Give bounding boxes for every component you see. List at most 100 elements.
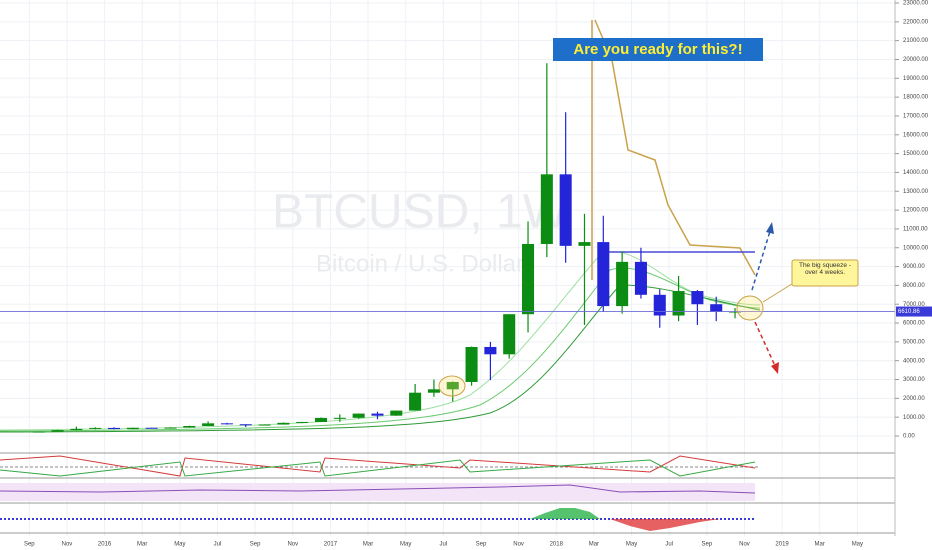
x-tick-label: 2016 bbox=[98, 542, 112, 548]
down-arrow bbox=[754, 321, 777, 369]
x-tick-label: Nov bbox=[513, 542, 524, 548]
candle-body bbox=[710, 304, 723, 312]
x-tick-label: 2017 bbox=[324, 542, 338, 548]
watermark: BTCUSD, 1W bbox=[272, 186, 569, 239]
ma-ribbon bbox=[0, 267, 761, 432]
candle-body bbox=[51, 430, 64, 432]
price-label: 6610.86 bbox=[898, 309, 920, 315]
callout-pointer bbox=[762, 281, 796, 303]
candle-body bbox=[578, 242, 591, 246]
y-tick-label: 0.00 bbox=[903, 434, 915, 440]
x-tick-label: May bbox=[400, 542, 411, 548]
candle-body bbox=[371, 413, 384, 416]
price-tag bbox=[896, 306, 932, 317]
y-tick-label: 4000.00 bbox=[903, 358, 925, 364]
candle-body bbox=[333, 417, 346, 419]
candle-body bbox=[89, 427, 102, 429]
y-tick-label: 20000.00 bbox=[903, 57, 929, 63]
x-tick-label: Nov bbox=[62, 542, 73, 548]
y-tick-label: 11000.00 bbox=[903, 226, 928, 232]
candle-body bbox=[409, 392, 422, 411]
candle-body bbox=[314, 417, 328, 422]
candle-body bbox=[672, 291, 685, 316]
candle-body bbox=[220, 423, 233, 425]
x-tick-label: Sep bbox=[250, 542, 261, 548]
x-tick-label: Mar bbox=[589, 542, 599, 548]
candle-body bbox=[729, 311, 742, 313]
candle-body bbox=[164, 427, 177, 429]
candle-body bbox=[597, 242, 610, 307]
grid bbox=[0, 0, 895, 536]
candle-body bbox=[446, 381, 459, 390]
arrow-head bbox=[771, 362, 779, 374]
squeeze-ellipse bbox=[438, 375, 466, 397]
x-tick-label: Nov bbox=[287, 542, 298, 548]
x-tick-label: Jul bbox=[214, 542, 222, 548]
candle-body bbox=[32, 431, 45, 433]
y-tick-label: 21000.00 bbox=[903, 38, 929, 44]
squeeze-ellipse bbox=[736, 295, 764, 321]
rsi-line bbox=[0, 484, 756, 494]
callout-box bbox=[791, 259, 859, 287]
indicator-line bbox=[591, 19, 756, 280]
y-tick-label: 3000.00 bbox=[903, 377, 925, 383]
x-tick-label: May bbox=[852, 542, 863, 548]
y-tick-label: 6000.00 bbox=[903, 321, 925, 327]
candle-body bbox=[503, 314, 516, 355]
y-tick-label: 14000.00 bbox=[903, 170, 929, 176]
arrow-head bbox=[766, 222, 774, 234]
candle-body bbox=[183, 426, 196, 428]
candle-body bbox=[277, 422, 290, 425]
annotation: Are you ready for this?! bbox=[573, 41, 742, 58]
x-tick-label: Jul bbox=[440, 542, 448, 548]
momentum-neg bbox=[610, 519, 720, 531]
candle-body bbox=[145, 427, 158, 429]
y-tick-label: 9000.00 bbox=[903, 264, 925, 270]
ma-ribbon bbox=[0, 284, 761, 433]
candle-body bbox=[427, 389, 440, 393]
candle-body bbox=[107, 427, 121, 430]
candle-body bbox=[559, 174, 572, 246]
candle-body bbox=[126, 427, 139, 430]
oscillator bbox=[0, 459, 756, 477]
candle-body bbox=[390, 410, 403, 416]
y-tick-label: 23000.00 bbox=[903, 1, 929, 7]
candle-body bbox=[258, 424, 271, 426]
x-tick-label: 2018 bbox=[550, 542, 564, 548]
candle-body bbox=[239, 424, 252, 426]
candles bbox=[32, 63, 742, 433]
x-tick-label: Sep bbox=[476, 542, 487, 548]
watermark-subtitle: Bitcoin / U.S. Dollar bbox=[316, 250, 524, 277]
x-tick-label: Mar bbox=[363, 542, 373, 548]
axes: 0.00 1000.00 2000.00 3000.00 4000.00 5000.00 6… bbox=[24, 1, 932, 548]
candle-body bbox=[352, 413, 365, 418]
y-tick-label: 7000.00 bbox=[903, 302, 925, 308]
y-tick-label: 22000.00 bbox=[903, 19, 929, 25]
y-tick-label: 8000.00 bbox=[903, 283, 925, 289]
x-tick-label: Mar bbox=[815, 542, 825, 548]
x-tick-label: Jul bbox=[665, 542, 673, 548]
candle-body bbox=[653, 294, 666, 316]
callout: The big squeeze - over 4 weeks. bbox=[799, 262, 851, 276]
x-tick-label: May bbox=[174, 542, 185, 548]
candle-body bbox=[540, 174, 553, 244]
x-tick-label: Sep bbox=[701, 542, 712, 548]
candle-body bbox=[634, 261, 647, 295]
up-arrow bbox=[751, 227, 772, 291]
y-tick-label: 15000.00 bbox=[903, 151, 929, 157]
y-tick-label: 12000.00 bbox=[903, 208, 929, 214]
candle-body bbox=[616, 261, 629, 307]
candle-body bbox=[70, 428, 83, 431]
candle-body bbox=[296, 421, 309, 423]
rsi-band bbox=[0, 483, 755, 501]
y-tick-label: 13000.00 bbox=[903, 189, 929, 195]
candle-body bbox=[522, 243, 535, 315]
y-tick-label: 19000.00 bbox=[903, 76, 929, 82]
candle-body bbox=[691, 291, 704, 305]
x-tick-label: 2019 bbox=[775, 542, 789, 548]
y-tick-label: 10000.00 bbox=[903, 245, 929, 251]
y-tick-label: 16000.00 bbox=[903, 132, 929, 138]
y-tick-label: 17000.00 bbox=[903, 114, 929, 120]
